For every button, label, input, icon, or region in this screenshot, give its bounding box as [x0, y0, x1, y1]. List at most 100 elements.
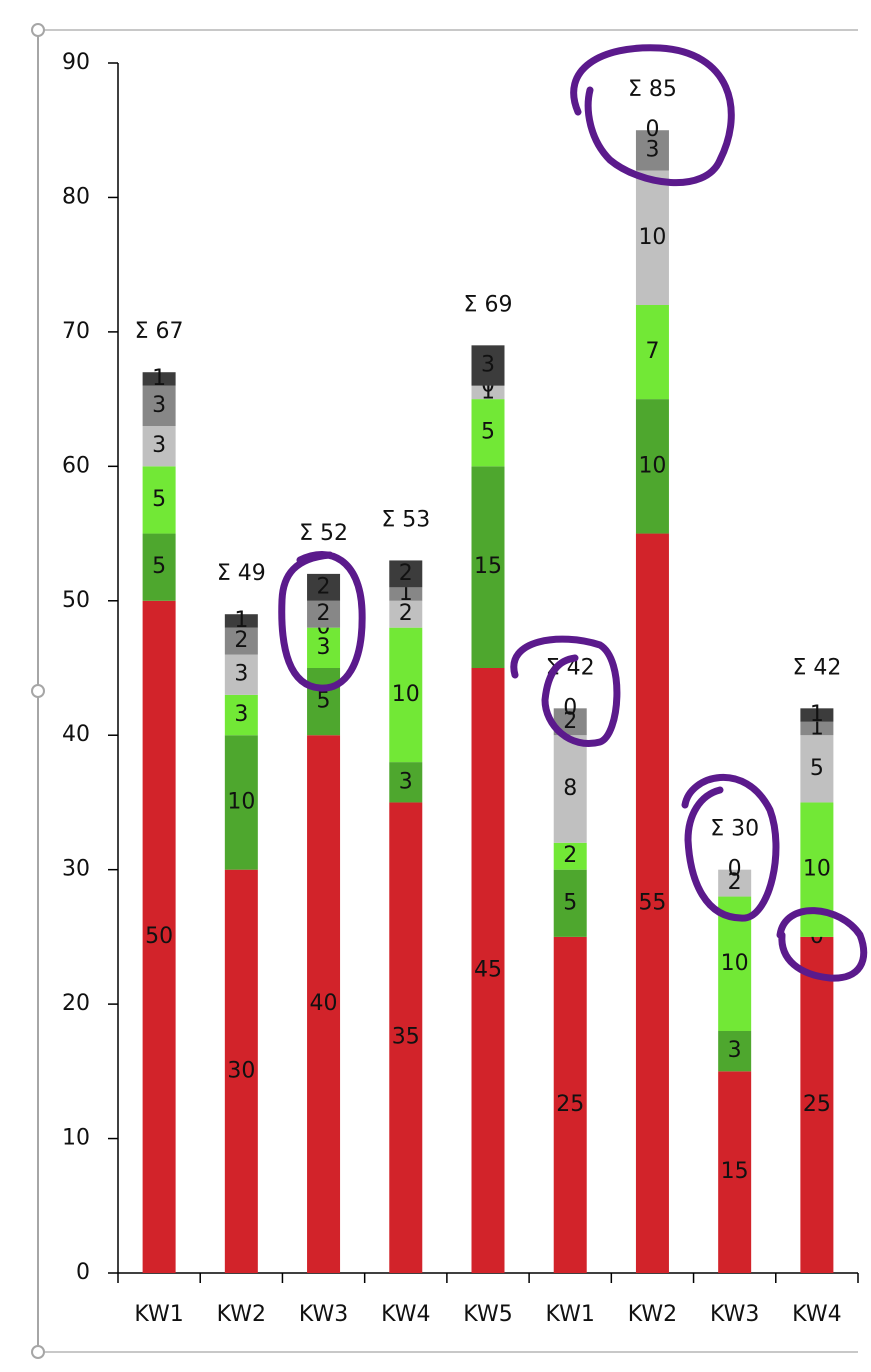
bar-segment [142, 466, 176, 534]
data-label: 1 [234, 608, 248, 633]
total-label: Σ 53 [381, 507, 430, 532]
x-tick-label: KW2 [217, 1302, 266, 1327]
y-tick-label: 40 [62, 722, 90, 747]
x-tick-label: KW4 [792, 1302, 841, 1327]
y-tick-label: 0 [76, 1260, 90, 1285]
x-tick-label: KW1 [546, 1302, 595, 1327]
bar-segment [224, 735, 258, 870]
y-tick-label: 80 [62, 184, 90, 209]
bar-segment [553, 869, 587, 937]
x-tick-label: KW3 [710, 1302, 759, 1327]
bar-segment [224, 694, 258, 736]
bar-segment [553, 842, 587, 870]
data-label: 5 [152, 487, 166, 512]
data-label: 40 [310, 991, 338, 1016]
data-label: 2 [234, 628, 248, 653]
data-label: 3 [234, 702, 248, 727]
bar-segment [142, 600, 176, 1273]
bar-segment [307, 668, 341, 736]
total-label: Σ 30 [710, 817, 759, 842]
data-label: 5 [810, 756, 824, 781]
data-label: 2 [317, 601, 331, 626]
data-label: 5 [481, 420, 495, 445]
x-tick-label: KW1 [134, 1302, 183, 1327]
bar-segment [389, 587, 423, 601]
data-label: 2 [563, 709, 577, 734]
bar-segment [553, 735, 587, 843]
bar-segment [389, 600, 423, 628]
total-label: Σ 69 [464, 292, 513, 317]
bar-segment [142, 372, 176, 386]
bar-segment [224, 614, 258, 628]
data-label: 3 [317, 635, 331, 660]
bar-segment [471, 385, 505, 400]
total-label: Σ 67 [135, 319, 184, 344]
bar-segment [800, 721, 834, 736]
data-label: 10 [638, 225, 666, 250]
frame [31, 23, 858, 1359]
total-label: Σ 85 [628, 77, 677, 102]
data-label: 5 [317, 689, 331, 714]
data-label: 30 [227, 1058, 255, 1083]
data-label: 3 [399, 769, 413, 794]
bar-segment [142, 385, 176, 426]
data-label: 3 [645, 137, 659, 162]
data-label: 35 [392, 1025, 420, 1050]
data-label: 2 [317, 574, 331, 599]
data-label: 10 [392, 682, 420, 707]
data-label: 25 [556, 1092, 584, 1117]
bar-segment [471, 399, 505, 467]
bar-segment [224, 627, 258, 655]
total-label: Σ 52 [299, 521, 348, 546]
bar-segment [471, 668, 505, 1273]
bar-segment [142, 533, 176, 601]
bar-segment [307, 735, 341, 1273]
data-label: 3 [152, 393, 166, 418]
bar-segment [471, 466, 505, 668]
data-label: 45 [474, 958, 502, 983]
bar-segment [224, 654, 258, 695]
bar-segment [307, 600, 341, 628]
data-label: 10 [227, 789, 255, 814]
y-tick-label: 60 [62, 453, 90, 478]
total-label: Σ 49 [217, 561, 266, 586]
data-label: 3 [481, 353, 495, 378]
x-tick-label: KW3 [299, 1302, 348, 1327]
data-label: 1 [152, 366, 166, 391]
data-label: 0 [728, 857, 742, 882]
data-label: 7 [645, 339, 659, 364]
annotations [278, 44, 868, 982]
bar-segment [307, 573, 341, 601]
y-tick-label: 70 [62, 319, 90, 344]
data-label: 2 [728, 870, 742, 895]
y-tick-label: 30 [62, 857, 90, 882]
data-label: 25 [803, 1092, 831, 1117]
y-tick-label: 50 [62, 588, 90, 613]
bar-segment [635, 170, 669, 305]
bar-segment [635, 305, 669, 400]
data-label: 1 [810, 702, 824, 727]
data-label: 10 [803, 857, 831, 882]
bar-segment [389, 802, 423, 1273]
bar-segment [389, 762, 423, 803]
data-label: 50 [145, 924, 173, 949]
bar-segment [635, 130, 669, 171]
data-label: 5 [563, 890, 577, 915]
data-label: 8 [563, 776, 577, 801]
data-label: 0 [645, 117, 659, 142]
data-label: 10 [638, 453, 666, 478]
bar-segment [718, 869, 752, 897]
x-tick-label: KW2 [628, 1302, 677, 1327]
bar-segment [389, 560, 423, 588]
data-label: 3 [234, 662, 248, 687]
data-label: 3 [728, 1038, 742, 1063]
bar-segment [471, 345, 505, 386]
bar-segment [718, 1031, 752, 1072]
bar-segment [800, 708, 834, 722]
data-label: 15 [474, 554, 502, 579]
bar-segment [800, 936, 834, 1273]
x-tick-label: KW5 [463, 1302, 512, 1327]
bar-segment [389, 627, 423, 763]
